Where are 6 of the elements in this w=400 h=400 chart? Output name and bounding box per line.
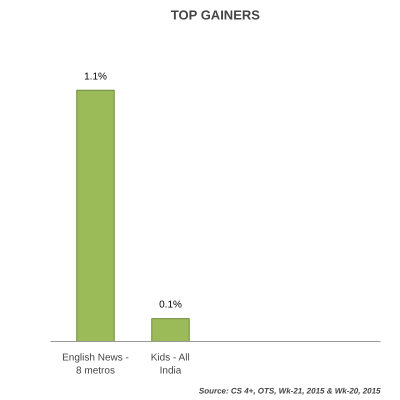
data-label: 1.1% — [84, 71, 108, 82]
chart-title: TOP GAINERS — [170, 8, 260, 22]
x-tick-label: Kids - All India — [150, 352, 190, 377]
source-note: Source: CS 4+, OTS, Wk-21, 2015 & Wk-20, 2015 — [198, 386, 382, 396]
x-tick-label: English News - 8 metros — [62, 352, 129, 377]
data-label: 0.1% — [159, 300, 182, 311]
